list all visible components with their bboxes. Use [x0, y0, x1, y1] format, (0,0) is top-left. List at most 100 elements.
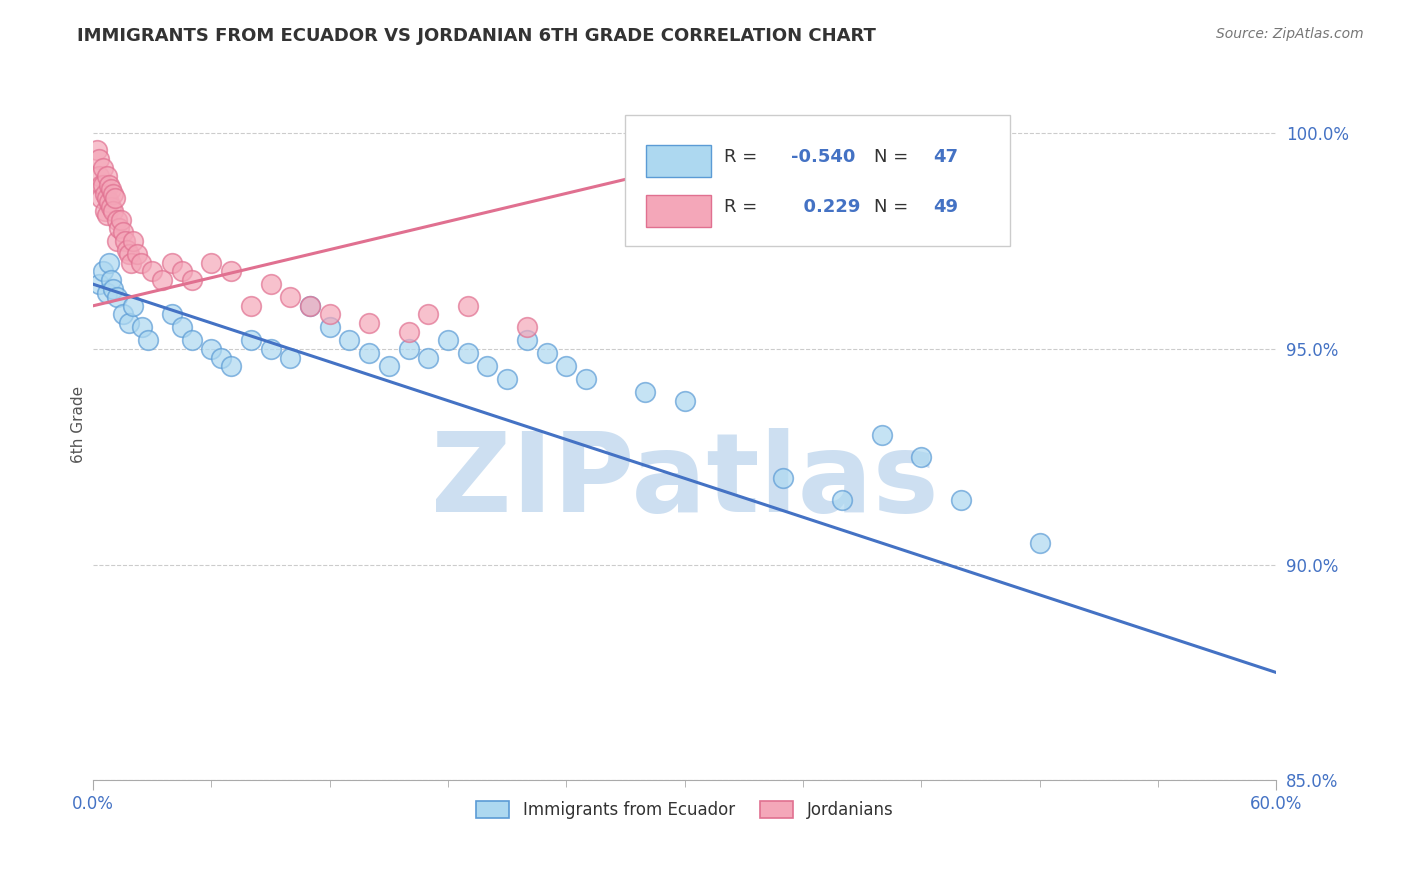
Point — [477, 359, 499, 374]
Point — [111, 307, 134, 321]
Point — [359, 316, 381, 330]
Point — [378, 359, 401, 374]
Point — [105, 234, 128, 248]
Point — [90, 178, 112, 192]
Point — [94, 186, 117, 201]
Point — [96, 208, 118, 222]
Text: Source: ZipAtlas.com: Source: ZipAtlas.com — [1216, 27, 1364, 41]
Point — [121, 234, 143, 248]
Text: 49: 49 — [934, 198, 957, 217]
Point — [91, 264, 114, 278]
Point — [115, 243, 138, 257]
Point — [97, 178, 120, 192]
Point — [339, 333, 361, 347]
Point — [114, 234, 136, 248]
Point — [96, 191, 118, 205]
Point — [496, 372, 519, 386]
Point — [555, 359, 578, 374]
FancyBboxPatch shape — [626, 115, 1010, 246]
Text: -0.540: -0.540 — [792, 148, 855, 167]
Point — [108, 221, 131, 235]
Point — [96, 285, 118, 300]
Point — [259, 277, 281, 292]
Text: N =: N = — [875, 148, 914, 167]
Point — [125, 247, 148, 261]
Point — [772, 471, 794, 485]
Point — [105, 290, 128, 304]
Point — [120, 255, 142, 269]
Point — [209, 351, 232, 365]
Point — [170, 320, 193, 334]
Point — [141, 264, 163, 278]
Point — [121, 299, 143, 313]
Point — [105, 212, 128, 227]
Point — [100, 273, 122, 287]
Point — [200, 255, 222, 269]
Text: 0.229: 0.229 — [792, 198, 860, 217]
Point — [299, 299, 322, 313]
Text: R =: R = — [724, 198, 762, 217]
FancyBboxPatch shape — [645, 194, 710, 227]
Point — [457, 299, 479, 313]
Point — [239, 299, 262, 313]
Point — [575, 372, 598, 386]
Point — [91, 161, 114, 175]
Point — [87, 169, 110, 184]
Point — [398, 342, 420, 356]
Point — [111, 226, 134, 240]
Point — [278, 351, 301, 365]
Text: ZIPatlas: ZIPatlas — [430, 428, 939, 535]
Point — [160, 255, 183, 269]
Point — [118, 316, 141, 330]
Point — [100, 182, 122, 196]
Point — [91, 178, 114, 192]
Point — [219, 264, 242, 278]
Point — [219, 359, 242, 374]
Point — [418, 307, 440, 321]
Point — [97, 255, 120, 269]
Point — [97, 195, 120, 210]
Text: IMMIGRANTS FROM ECUADOR VS JORDANIAN 6TH GRADE CORRELATION CHART: IMMIGRANTS FROM ECUADOR VS JORDANIAN 6TH… — [77, 27, 876, 45]
Point — [949, 492, 972, 507]
Point — [180, 273, 202, 287]
Point — [87, 277, 110, 292]
Point — [104, 191, 127, 205]
Point — [259, 342, 281, 356]
Point — [239, 333, 262, 347]
Point — [150, 273, 173, 287]
Point — [87, 152, 110, 166]
Point — [516, 333, 538, 347]
Point — [910, 450, 932, 464]
Y-axis label: 6th Grade: 6th Grade — [72, 386, 86, 463]
Point — [319, 320, 342, 334]
Point — [437, 333, 460, 347]
Text: N =: N = — [875, 198, 914, 217]
Point — [398, 325, 420, 339]
Point — [160, 307, 183, 321]
Point — [831, 492, 853, 507]
Legend: Immigrants from Ecuador, Jordanians: Immigrants from Ecuador, Jordanians — [470, 794, 900, 825]
Point — [100, 200, 122, 214]
Point — [129, 255, 152, 269]
Point — [536, 346, 558, 360]
Text: R =: R = — [724, 148, 762, 167]
Point — [180, 333, 202, 347]
Point — [101, 186, 124, 201]
Point — [101, 203, 124, 218]
Point — [138, 333, 160, 347]
Point — [457, 346, 479, 360]
Point — [110, 212, 132, 227]
Point — [94, 203, 117, 218]
FancyBboxPatch shape — [645, 145, 710, 178]
Point — [673, 393, 696, 408]
Point — [118, 247, 141, 261]
Point — [516, 320, 538, 334]
Point — [200, 342, 222, 356]
Point — [86, 144, 108, 158]
Point — [1028, 536, 1050, 550]
Point — [359, 346, 381, 360]
Point — [299, 299, 322, 313]
Point — [131, 320, 153, 334]
Point — [96, 169, 118, 184]
Point — [418, 351, 440, 365]
